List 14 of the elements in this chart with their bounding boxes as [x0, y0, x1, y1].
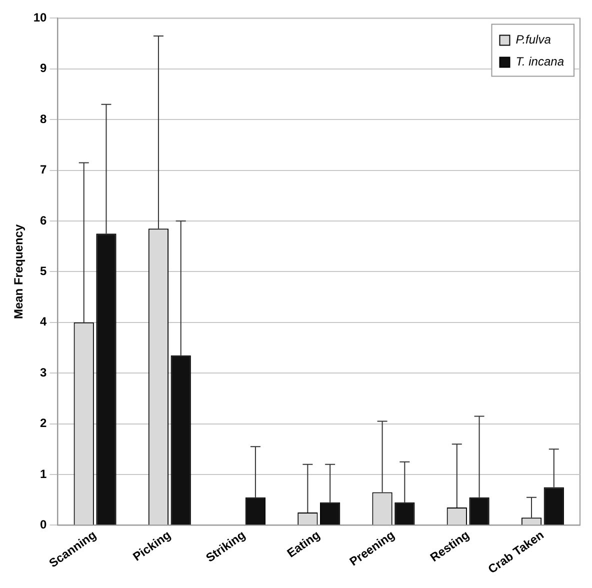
y-tick-label: 6 — [40, 213, 48, 228]
y-axis-title: Mean Frequency — [12, 224, 26, 320]
y-tick-label: 0 — [40, 518, 48, 532]
y-tick-label: 10 — [33, 10, 48, 25]
y-tick-label: 7 — [40, 162, 48, 177]
y-tick-label: 2 — [40, 416, 48, 430]
legend-label: T. incana — [516, 54, 564, 69]
y-tick-label: 8 — [40, 112, 48, 126]
y-tick-label: 9 — [40, 61, 48, 76]
y-tick-label: 1 — [40, 466, 48, 481]
y-tick-label: 4 — [40, 314, 48, 329]
y-tick-label: 5 — [40, 264, 48, 278]
legend-label: P.fulva — [516, 32, 552, 47]
y-tick-label: 3 — [40, 365, 48, 380]
